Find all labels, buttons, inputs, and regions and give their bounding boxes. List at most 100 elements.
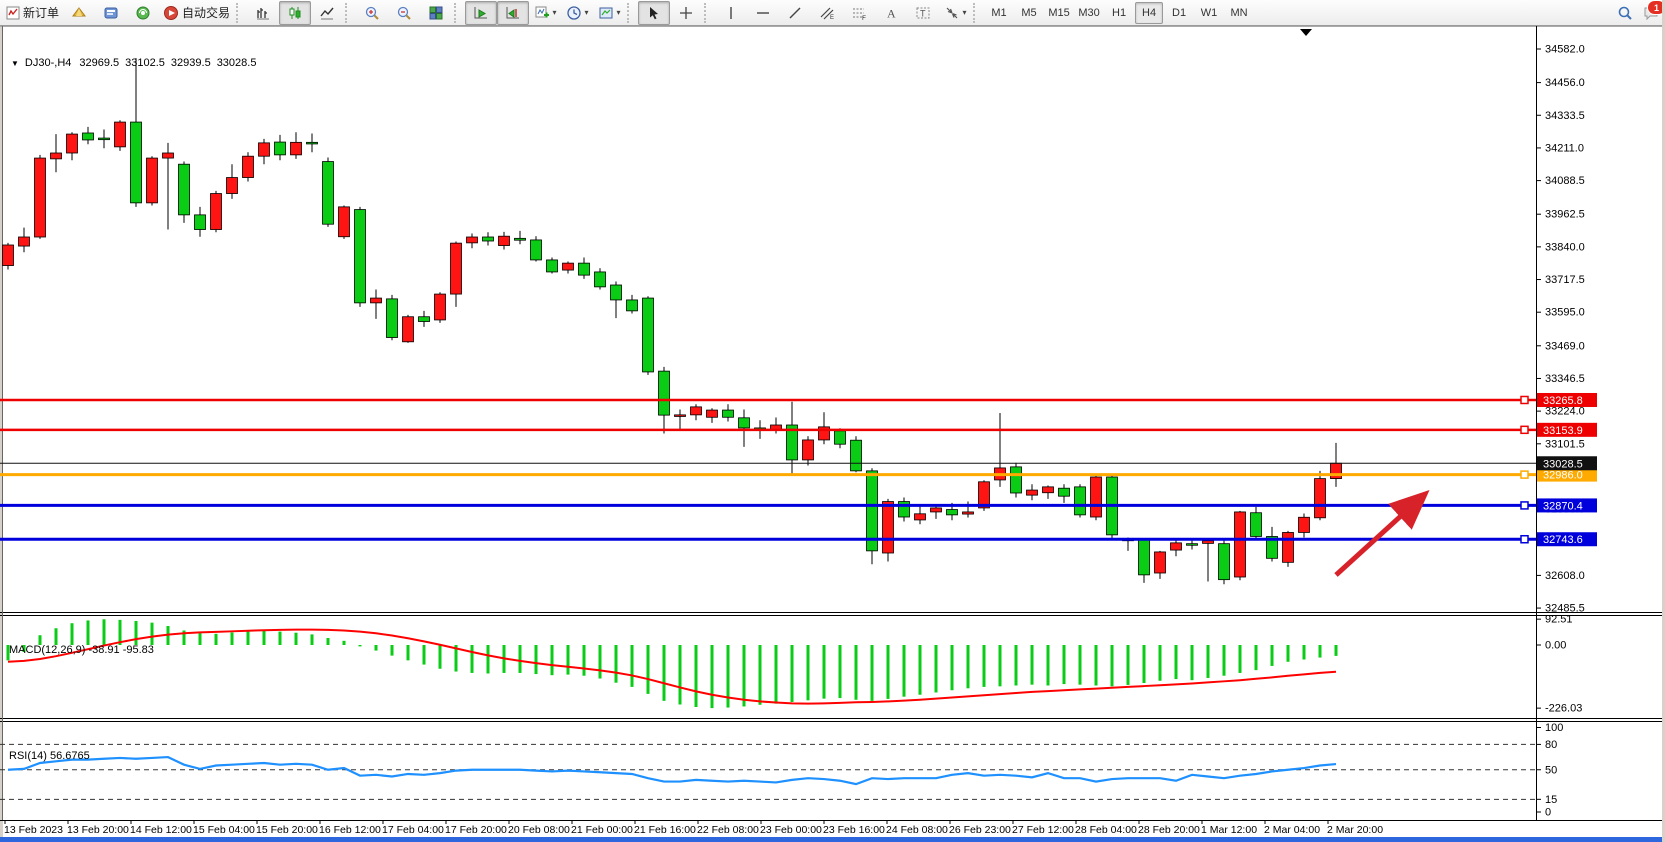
hline-handle[interactable] bbox=[1520, 470, 1529, 479]
period-button[interactable]: ▾ bbox=[561, 1, 593, 25]
notifications-button[interactable]: 1 bbox=[1643, 0, 1665, 21]
price-axis-tick: 33595.0 bbox=[1545, 307, 1585, 319]
candle-body bbox=[514, 237, 526, 241]
clock-icon bbox=[566, 5, 581, 20]
zoom-in-button[interactable] bbox=[356, 1, 388, 25]
trendline-tool-button[interactable] bbox=[779, 1, 811, 25]
hline-handle[interactable] bbox=[1520, 395, 1529, 405]
one-click-trading-arrow[interactable]: ▼ bbox=[11, 58, 19, 68]
svg-text:F: F bbox=[862, 15, 866, 21]
search-button[interactable] bbox=[1617, 5, 1633, 21]
timeframe-button-d1[interactable]: D1 bbox=[1172, 6, 1187, 19]
price-axis-tick: 34456.0 bbox=[1545, 77, 1585, 89]
time-axis-label: 23 Feb 16:00 bbox=[823, 824, 885, 836]
vertical-line-tool-button[interactable] bbox=[715, 1, 747, 25]
rsi-line bbox=[7, 755, 1337, 786]
hline-handle[interactable] bbox=[1520, 425, 1529, 435]
rsi-axis-tick: 50 bbox=[1545, 764, 1557, 776]
svg-text:E: E bbox=[830, 15, 834, 21]
tile-windows-button[interactable] bbox=[420, 1, 452, 25]
candle-body bbox=[114, 121, 126, 148]
templates-button[interactable]: ▾ bbox=[593, 1, 625, 25]
crosshair-icon bbox=[680, 6, 693, 19]
hline-handle[interactable] bbox=[1520, 534, 1529, 544]
new-chart-button[interactable]: ▾ bbox=[529, 1, 561, 25]
auto-scroll-icon bbox=[474, 6, 488, 18]
time-axis-label: 14 Feb 12:00 bbox=[130, 824, 192, 836]
new-order-button[interactable]: 新订单 bbox=[2, 1, 63, 25]
text-label-tool-button[interactable]: T bbox=[907, 1, 939, 25]
time-axis-label: 2 Mar 04:00 bbox=[1264, 824, 1320, 836]
macd-signal-line bbox=[7, 628, 1337, 705]
candle-body bbox=[34, 157, 46, 238]
timeframe-button-w1[interactable]: W1 bbox=[1200, 6, 1218, 19]
autotrading-label: 自动交易 bbox=[182, 6, 231, 20]
fibonacci-tool-button[interactable]: F bbox=[843, 1, 875, 25]
horizontal-line-tool-button[interactable] bbox=[747, 1, 779, 25]
annotations[interactable] bbox=[1334, 489, 1430, 577]
arrows-tool-button[interactable]: ▾ bbox=[939, 1, 971, 25]
time-axis-label: 21 Feb 00:00 bbox=[571, 824, 633, 836]
time-axis-label: 15 Feb 20:00 bbox=[256, 824, 318, 836]
data-window-button[interactable] bbox=[95, 1, 127, 25]
candle-body bbox=[466, 236, 478, 244]
price-axis-tick: 34088.5 bbox=[1545, 175, 1585, 187]
candle-body bbox=[370, 297, 382, 304]
trend-arrow-annotation[interactable] bbox=[1334, 489, 1430, 577]
candlestick-chart-button[interactable] bbox=[279, 0, 312, 25]
cursor-icon bbox=[650, 6, 659, 19]
candle-body bbox=[962, 511, 974, 515]
timeframe-button-m5[interactable]: M5 bbox=[1021, 6, 1037, 19]
chart-frame bbox=[0, 26, 1665, 821]
channel-tool-button[interactable]: E bbox=[811, 1, 843, 25]
svg-text:T: T bbox=[920, 8, 926, 18]
price-axis-tick: 33224.0 bbox=[1545, 406, 1585, 418]
candle-body bbox=[802, 439, 814, 461]
candle-body bbox=[610, 284, 622, 301]
hline-handle[interactable] bbox=[1520, 501, 1529, 510]
arrows-icon bbox=[946, 7, 957, 18]
candle-body bbox=[50, 152, 62, 160]
new-order-label: 新订单 bbox=[23, 6, 60, 20]
signals-button[interactable] bbox=[127, 1, 159, 25]
market-watch-icon bbox=[72, 6, 87, 16]
macd-pane-series bbox=[6, 619, 1338, 709]
autotrading-button[interactable]: 自动交易 bbox=[159, 1, 234, 25]
cursor-tool-button[interactable] bbox=[638, 0, 671, 25]
macd-axis-tick: 92.51 bbox=[1545, 614, 1573, 626]
time-axis-label: 20 Feb 08:00 bbox=[508, 824, 570, 836]
candle-body bbox=[1202, 540, 1214, 544]
bar-chart-button[interactable] bbox=[247, 1, 279, 25]
zoom-in-icon bbox=[365, 6, 379, 20]
timeframe-button-m15[interactable]: M15 bbox=[1048, 6, 1070, 19]
auto-scroll-button[interactable] bbox=[465, 0, 498, 25]
timeframe-button-m30[interactable]: M30 bbox=[1078, 6, 1100, 19]
crosshair-tool-button[interactable] bbox=[670, 1, 702, 25]
time-axis-label: 17 Feb 04:00 bbox=[382, 824, 444, 836]
candle-body bbox=[1010, 466, 1022, 494]
timeframe-button-m1[interactable]: M1 bbox=[991, 6, 1007, 19]
timeframe-button-mn[interactable]: MN bbox=[1230, 6, 1248, 19]
candle-body bbox=[578, 262, 590, 276]
text-tool-button[interactable]: A bbox=[875, 1, 907, 25]
template-icon bbox=[599, 7, 613, 18]
chart-shift-marker[interactable] bbox=[1300, 29, 1312, 36]
time-axis-label: 2 Mar 20:00 bbox=[1327, 824, 1383, 836]
candle-body bbox=[658, 370, 670, 416]
candle-body bbox=[210, 193, 222, 230]
horizontal-line-objects[interactable] bbox=[0, 395, 1536, 544]
chart-close-value: 33028.5 bbox=[216, 57, 257, 69]
timeframe-button-h1[interactable]: H1 bbox=[1112, 6, 1127, 19]
zoom-out-button[interactable] bbox=[388, 1, 420, 25]
line-price-label-box bbox=[1537, 532, 1597, 547]
candle-body bbox=[1090, 476, 1102, 518]
chart-shift-button[interactable] bbox=[497, 0, 530, 25]
candle-body bbox=[146, 157, 158, 204]
line-chart-button[interactable] bbox=[311, 1, 343, 25]
market-watch-button[interactable] bbox=[63, 1, 95, 25]
candle-body bbox=[402, 316, 414, 343]
timeframe-button-h4[interactable]: H4 bbox=[1135, 1, 1164, 24]
chart-shift-icon bbox=[506, 6, 520, 18]
